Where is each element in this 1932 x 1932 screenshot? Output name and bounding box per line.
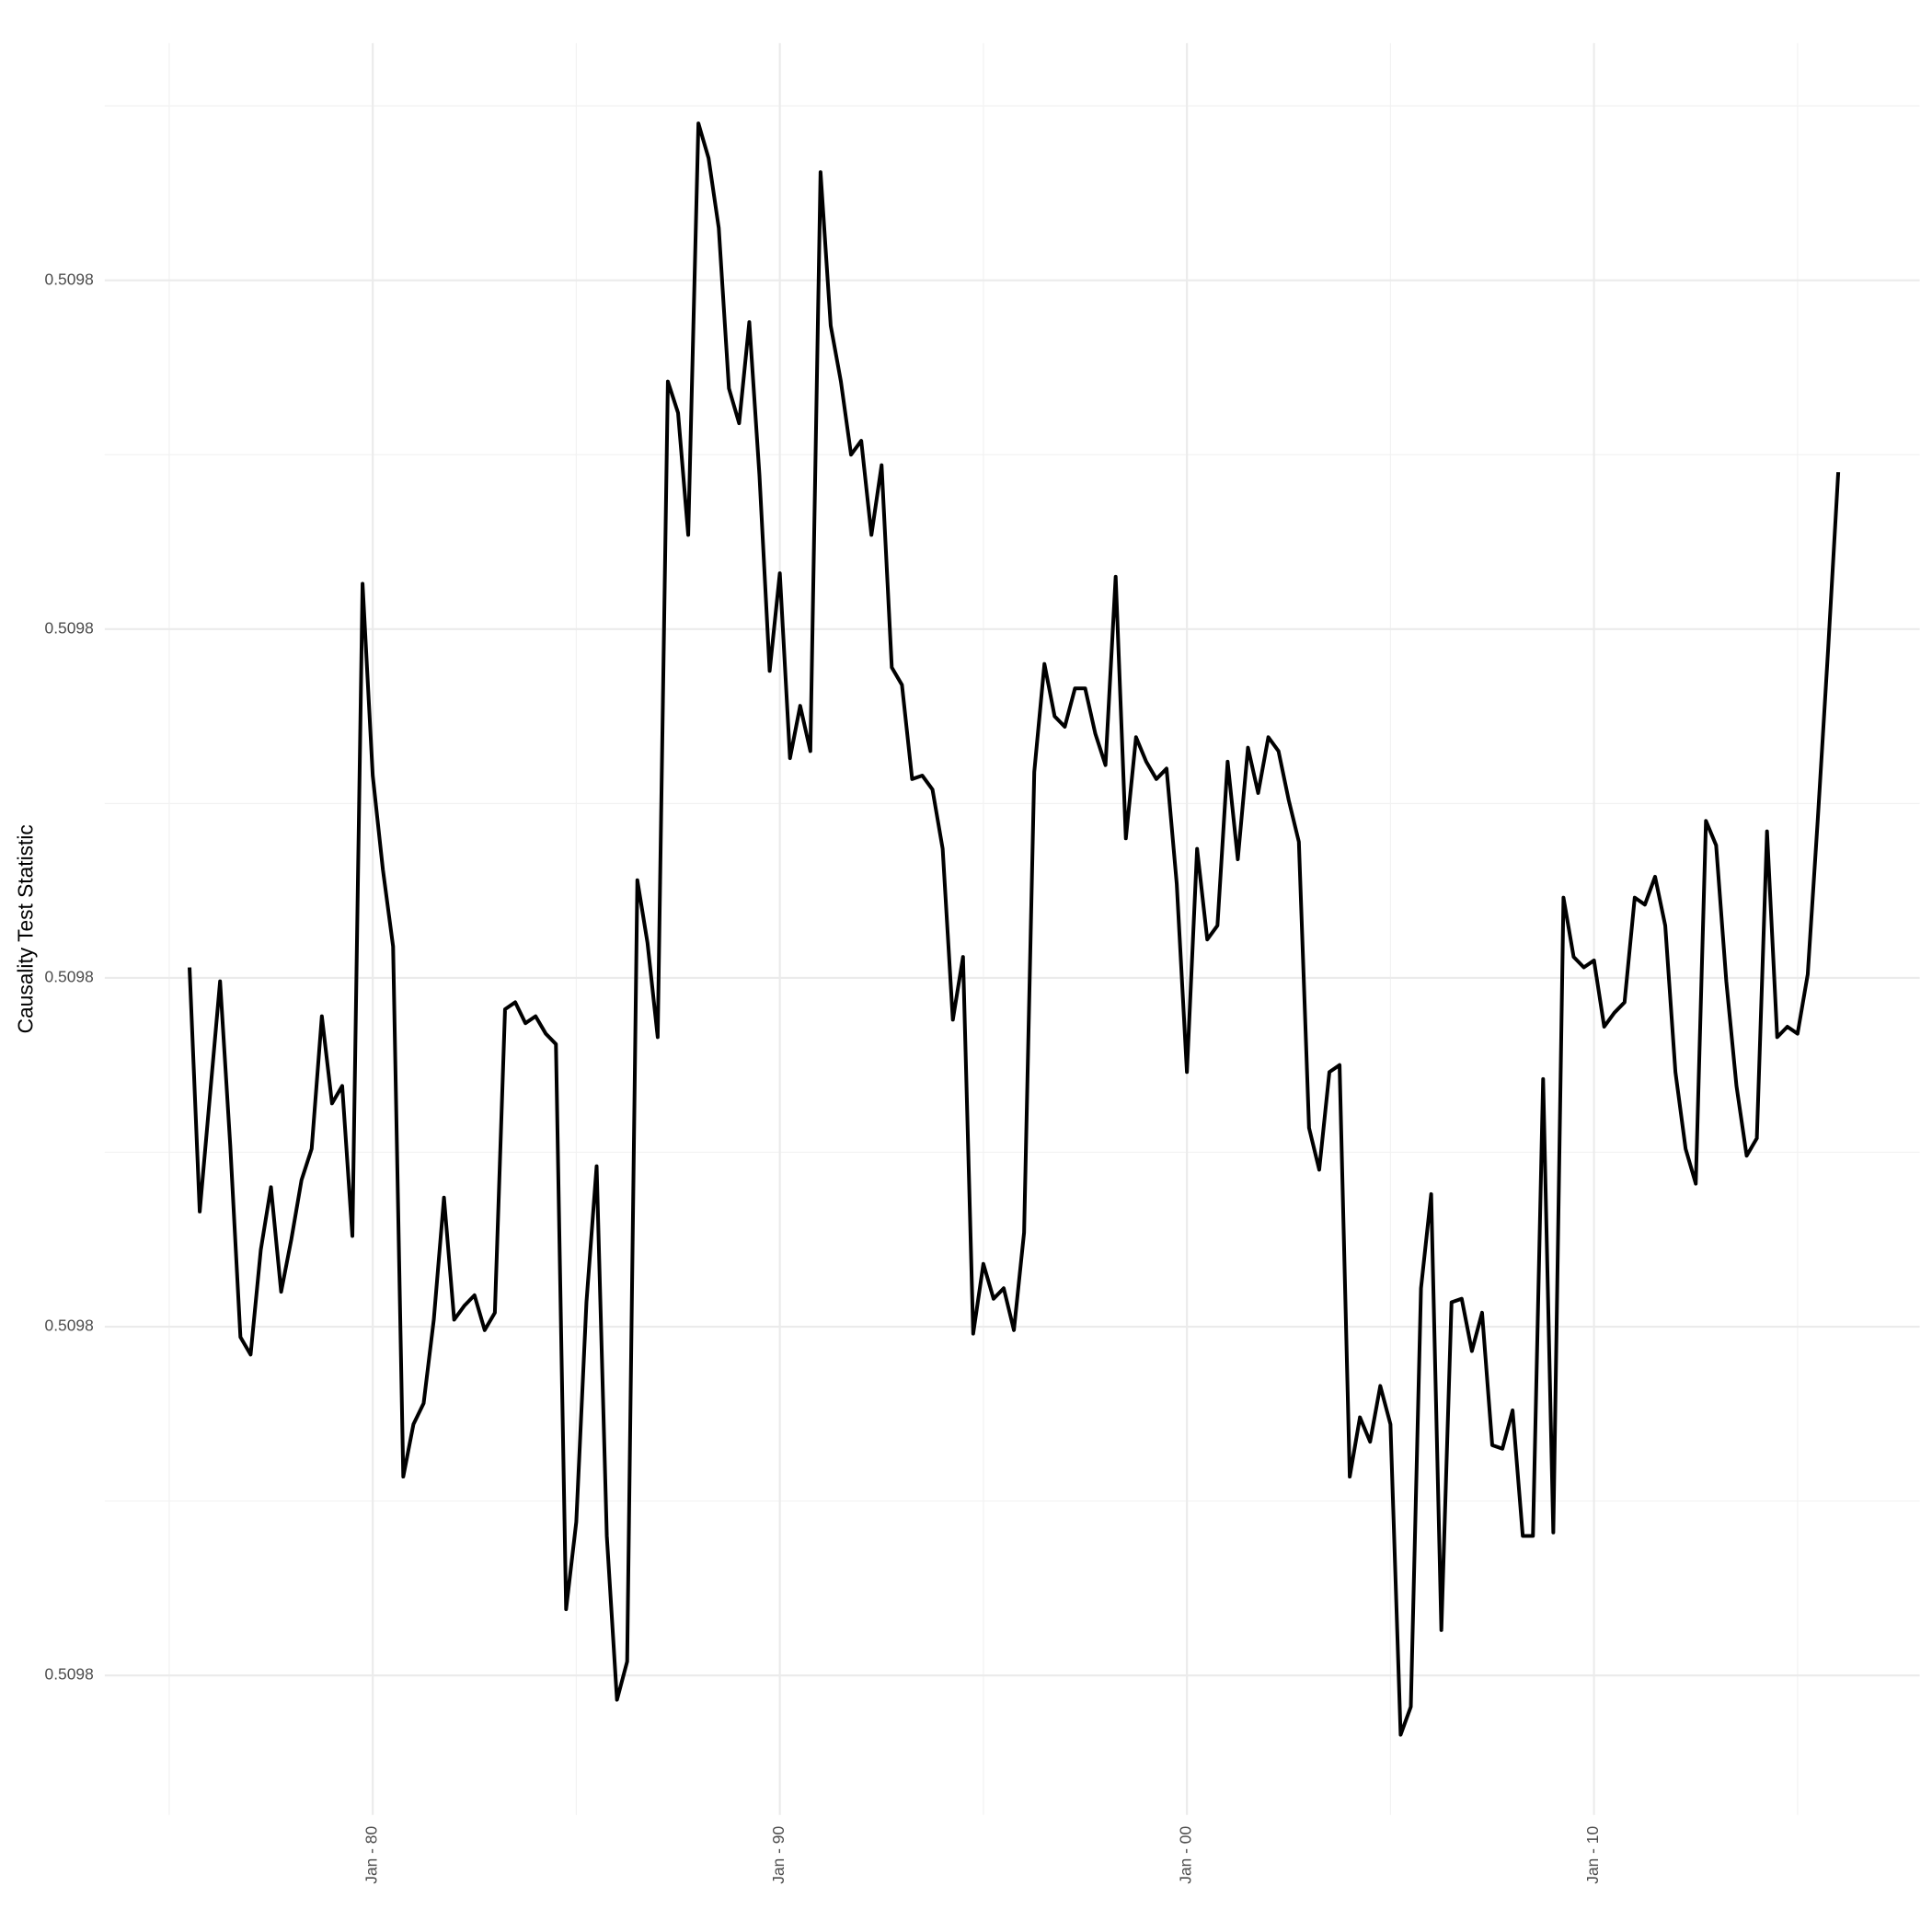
y-tick-label: 0.5098	[45, 1317, 94, 1335]
x-tick-label: Jan - 10	[1583, 1826, 1602, 1884]
y-tick-label: 0.5098	[45, 967, 94, 985]
grid	[104, 42, 1920, 1815]
x-tick-label: Jan - 80	[362, 1826, 381, 1884]
y-tick-label: 0.5098	[45, 1665, 94, 1684]
y-tick-label: 0.5098	[45, 618, 94, 637]
y-axis-title: Causality Test Statistic	[13, 824, 37, 1033]
y-tick-label: 0.5098	[45, 270, 94, 288]
x-tick-label: Jan - 00	[1177, 1826, 1195, 1884]
x-tick-label: Jan - 90	[769, 1826, 788, 1884]
data-line	[188, 121, 1841, 1737]
